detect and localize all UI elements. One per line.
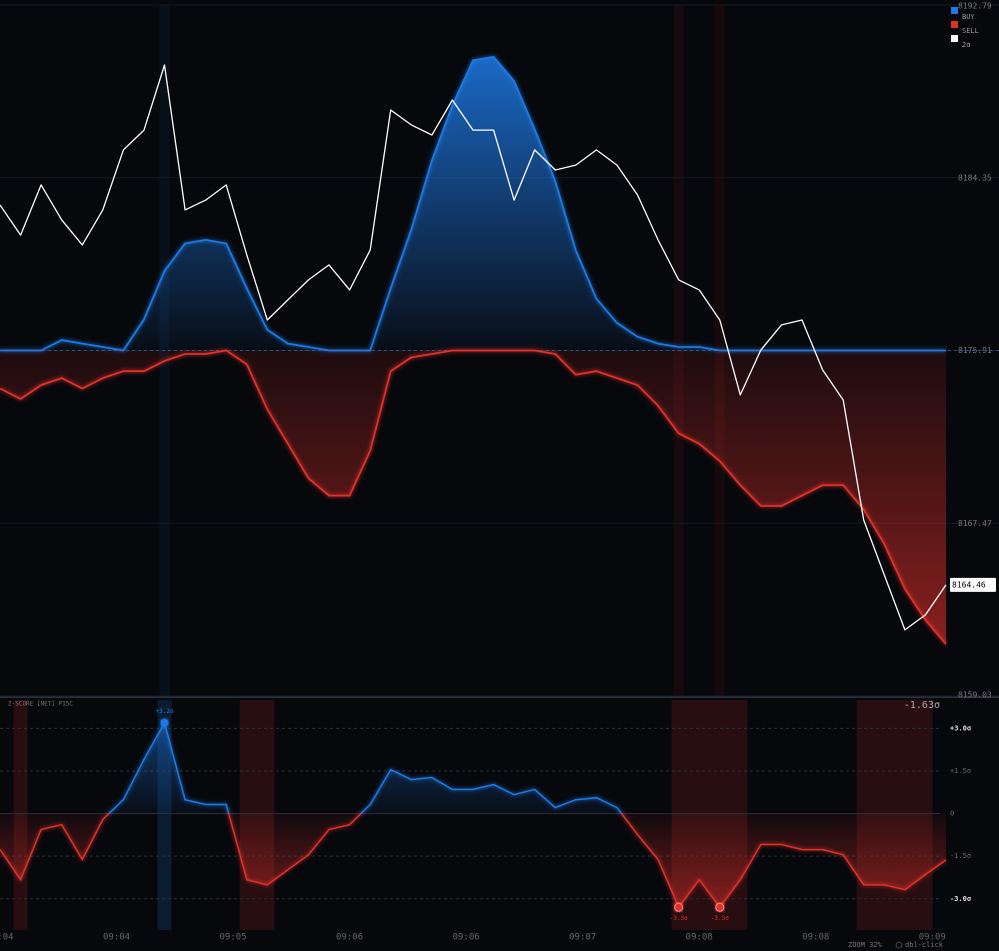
- legend-swatch: [951, 35, 958, 42]
- y-tick-label: 8192.79: [958, 2, 992, 11]
- y-tick-label: +3.0σ: [950, 724, 971, 732]
- z-line: [0, 720, 947, 909]
- flow-area: [0, 350, 946, 645]
- click-icon: [895, 941, 903, 949]
- x-tick-label: 09:07: [569, 933, 596, 943]
- z-area: [0, 722, 946, 908]
- x-tick-label: 09:08: [802, 933, 829, 943]
- y-tick-label: -1.5σ: [950, 852, 971, 860]
- x-tick-label: 09:06: [336, 933, 363, 943]
- current-z-label: -1.63σ: [904, 700, 940, 711]
- extreme-marker: [715, 902, 725, 912]
- zoom-label: ZOOM 32%: [848, 941, 883, 949]
- y-tick-label: 0: [950, 810, 954, 818]
- last-price-label: 8164.46: [952, 580, 986, 589]
- x-tick-label: 09:05: [220, 933, 247, 943]
- hint-label: dbl-click: [905, 941, 944, 949]
- x-tick-label: 09:08: [686, 933, 713, 943]
- y-tick-label: 8159.03: [958, 691, 992, 700]
- flow-area: [0, 56, 946, 351]
- extreme-marker: [674, 902, 684, 912]
- x-tick-label: 09:04: [0, 933, 14, 943]
- legend-label: 2σ: [962, 41, 970, 49]
- y-tick-label: +1.5σ: [950, 767, 971, 775]
- legend-swatch: [951, 7, 958, 14]
- extreme-label: +3.2σ: [155, 708, 173, 715]
- y-tick-label: 8184.35: [958, 173, 992, 182]
- legend-label: BUY: [962, 13, 975, 21]
- x-tick-label: 09:06: [453, 933, 480, 943]
- panel-title: Z-SCORE [NET] P15C: [8, 701, 73, 708]
- extreme-marker: [160, 718, 169, 727]
- y-tick-label: -3.0σ: [950, 895, 971, 903]
- last-price-box: [950, 577, 996, 592]
- x-tick-label: 09:04: [103, 933, 130, 943]
- price-line: [0, 64, 947, 631]
- legend-swatch: [951, 21, 958, 28]
- flow-line: [0, 349, 947, 645]
- x-tick-label: 09:09: [919, 933, 946, 943]
- extreme-label: -3.3σ: [670, 915, 688, 922]
- y-tick-label: 8167.47: [958, 519, 992, 528]
- extreme-label: -3.3σ: [711, 915, 729, 922]
- legend-label: SELL: [962, 27, 979, 35]
